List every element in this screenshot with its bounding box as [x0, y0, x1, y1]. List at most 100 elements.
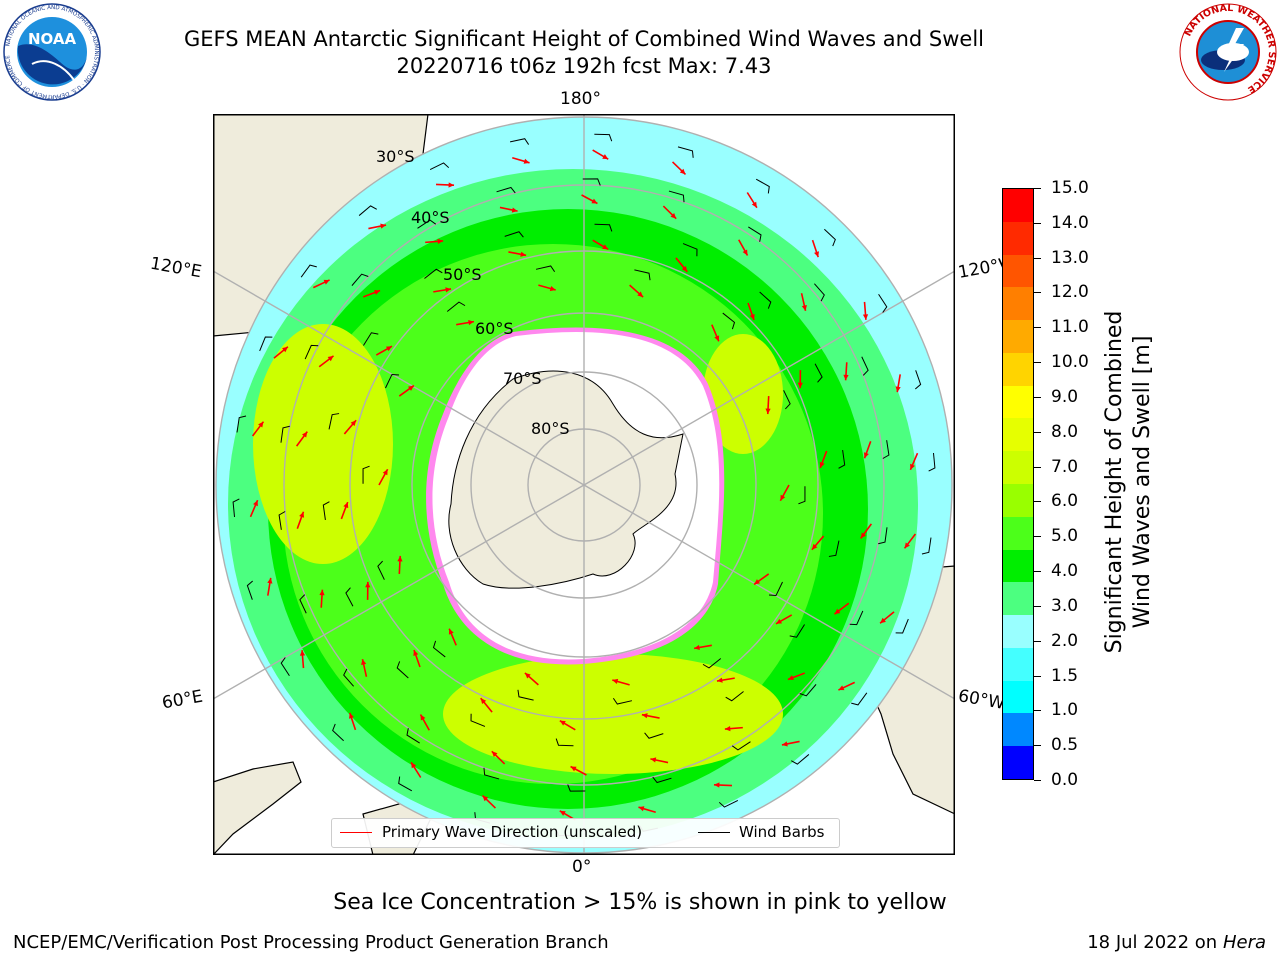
wave-arrowhead [491, 751, 498, 757]
wave-arrowhead [638, 806, 645, 812]
wave-arrowhead [299, 511, 305, 518]
wave-arrowhead [408, 385, 414, 391]
wave-arrowhead [904, 542, 910, 549]
wind-barb [280, 657, 290, 677]
wave-arrowhead [591, 198, 598, 204]
wind-barb [363, 332, 379, 346]
wind-barb [878, 527, 888, 545]
wave-arrowhead [350, 420, 357, 427]
wind-barb [567, 784, 586, 792]
wave-arrowhead [437, 238, 444, 244]
wave-arrowhead [862, 314, 869, 320]
wind-barb [429, 162, 450, 171]
wave-arrowhead [253, 500, 258, 507]
wind-barb [259, 336, 273, 352]
wind-barb [362, 465, 370, 484]
colorbar-tick: 15.0 [1034, 178, 1089, 198]
wave-arrowhead [694, 644, 700, 651]
colorbar-tick: 7.0 [1034, 457, 1078, 477]
wave-arrowhead [811, 543, 818, 550]
wind-barb [446, 301, 466, 312]
wave-arrowhead [612, 678, 619, 684]
wave-arrowhead [834, 608, 841, 615]
wave-arrowhead [523, 158, 530, 164]
wave-arrowhead [411, 762, 417, 769]
wind-barb [798, 486, 806, 505]
wave-arrowhead [843, 374, 849, 381]
wave-arrowhead [448, 182, 455, 188]
wave-height-map: 30°S 40°S 50°S 60°S 70°S 80°S [213, 114, 955, 855]
wave-arrowhead [448, 628, 454, 635]
wind-barb [652, 776, 672, 784]
wind-barb [824, 228, 836, 247]
wave-arrowhead [681, 265, 688, 272]
colorbar-label-line1: Significant Height of Combined [1102, 310, 1127, 654]
wind-barb [748, 226, 762, 242]
wave-arrowhead [374, 290, 381, 295]
wave-arrowhead [299, 650, 306, 656]
wave-arrowhead [679, 168, 686, 175]
wind-barb [722, 312, 736, 330]
wave-arrowhead [670, 213, 677, 219]
graticule [213, 114, 955, 855]
wind-barb [644, 732, 664, 739]
wind-barb [406, 728, 420, 744]
wave-arrowhead [482, 795, 489, 802]
wave-arrowhead [349, 712, 354, 719]
wind-barb [851, 692, 868, 706]
wind-barb [278, 511, 286, 530]
wave-arrowhead [520, 251, 527, 257]
wind-barb [398, 776, 413, 792]
wind-barb [343, 668, 354, 687]
wave-arrowhead [819, 461, 825, 468]
wave-arrowhead [895, 386, 901, 393]
system-name: Hera [1222, 932, 1266, 953]
wind-barb [535, 265, 556, 273]
wind-barb [861, 356, 869, 376]
wave-arrowhead [380, 223, 387, 229]
wave-arrowhead [327, 355, 334, 362]
wind-barb [424, 268, 443, 279]
wave-arrowhead [570, 766, 577, 772]
chart-title: GEFS MEAN Antarctic Significant Height o… [183, 27, 985, 51]
wind-barb [838, 450, 846, 469]
lat-label: 60°S [475, 319, 514, 338]
colorbar-segment [1003, 221, 1033, 256]
wind-barb [677, 146, 694, 158]
colorbar-tick: 10.0 [1034, 352, 1089, 372]
wind-barb [358, 205, 377, 216]
wind-barb [783, 390, 791, 410]
wave-arrowhead [413, 649, 419, 656]
wind-barb [849, 610, 864, 626]
wave-arrowhead [365, 581, 371, 588]
wind-barb [246, 580, 254, 600]
credit-line: NCEP/EMC/Verification Post Processing Pr… [13, 932, 609, 953]
wind-barb [483, 767, 500, 780]
lat-label: 30°S [376, 147, 415, 166]
wave-arrowhead [386, 346, 392, 352]
wind-barb [612, 697, 633, 705]
wave-arrowhead [319, 589, 325, 596]
wave-arrowhead [468, 319, 474, 326]
colorbar-segment [1003, 451, 1033, 485]
wave-arrowhead [559, 720, 566, 726]
lat-label: 50°S [443, 265, 482, 284]
colorbar-tick: 1.5 [1034, 666, 1078, 686]
colorbar-tick: 0.0 [1034, 770, 1078, 790]
map-frame [213, 114, 955, 855]
wave-arrowhead [781, 741, 788, 747]
wind-barb [718, 799, 739, 808]
wind-barb [322, 501, 330, 520]
wind-barb [345, 587, 354, 607]
colorbar-segment [1003, 352, 1033, 387]
wave-arrowhead [282, 346, 288, 353]
latitude-labels: 30°S 40°S 50°S 60°S 70°S 80°S [376, 147, 570, 438]
wind-barb [791, 754, 810, 765]
wave-arrowhead [323, 279, 330, 285]
colorbar-tick: 13.0 [1034, 248, 1089, 268]
wave-arrowhead [787, 675, 794, 680]
colorbar-tick: 11.0 [1034, 317, 1089, 337]
colorbar [1002, 188, 1034, 780]
colorbar-segment [1003, 615, 1033, 649]
wave-arrowhead [880, 617, 886, 624]
